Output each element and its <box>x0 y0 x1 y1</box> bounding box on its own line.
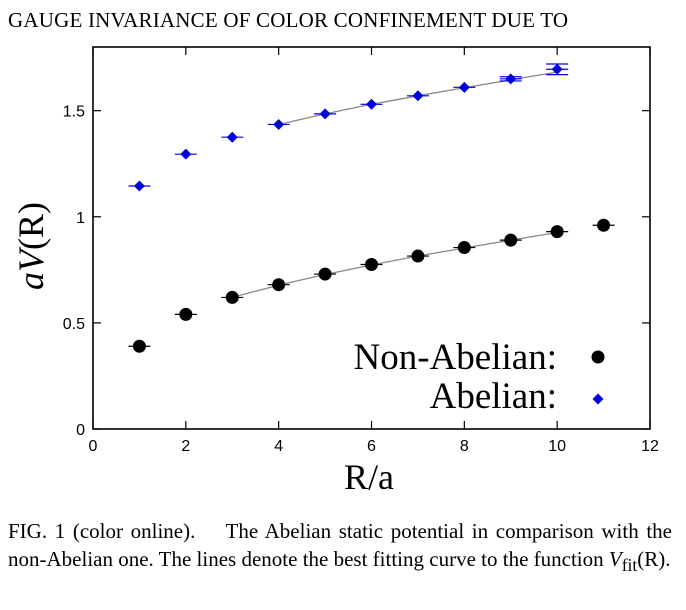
caption-function-arg: (R). <box>637 547 671 571</box>
non-abelian-marker <box>179 307 193 321</box>
plot-axes: 0 2 4 6 8 10 12 0 0.5 1 1.5 <box>63 46 659 455</box>
non-abelian-marker <box>225 290 239 304</box>
y-axis-label-rest: (R) <box>11 202 51 250</box>
data-marks <box>128 63 615 353</box>
legend: Non-Abelian: Abelian: <box>354 337 605 417</box>
fit-curve-non-abelian <box>232 231 558 299</box>
abelian-marker <box>551 63 563 75</box>
y-tick-label-2: 1 <box>76 210 85 227</box>
y-tick-label-0: 0 <box>76 422 85 439</box>
abelian-point <box>267 118 290 130</box>
x-tick-label-3: 6 <box>367 438 376 455</box>
non-abelian-point <box>314 267 337 281</box>
abelian-point <box>546 63 569 76</box>
figure-caption: FIG. 1 (color online). The Abelian stati… <box>8 517 672 579</box>
caption-function-sub: fit <box>621 555 638 576</box>
non-abelian-point <box>546 225 569 239</box>
abelian-point <box>499 73 522 85</box>
abelian-marker <box>180 148 192 160</box>
non-abelian-point <box>128 339 151 353</box>
non-abelian-point <box>267 278 290 292</box>
abelian-point <box>360 98 383 110</box>
non-abelian-marker <box>597 218 611 232</box>
non-abelian-marker <box>365 258 378 272</box>
abelian-point <box>128 180 151 192</box>
abelian-marker <box>133 180 145 192</box>
non-abelian-point <box>360 258 383 272</box>
abelian-point <box>174 148 197 160</box>
x-tick-label-6: 12 <box>641 438 659 455</box>
y-axis-label-italic: aV <box>11 246 51 290</box>
abelian-marker <box>458 81 470 93</box>
x-tick-label-1: 2 <box>181 438 190 455</box>
caption-function: V <box>608 547 622 571</box>
fit-curves <box>232 71 558 299</box>
y-tick-label-3: 1.5 <box>63 104 85 121</box>
caption-prefix: FIG. 1 (color online). <box>8 519 196 543</box>
non-abelian-marker <box>132 339 146 353</box>
abelian-point <box>406 90 429 102</box>
x-tick-label-2: 4 <box>274 438 283 455</box>
caption-text: The Abelian static potential in comparis… <box>8 519 672 571</box>
y-axis-label: aV(R) <box>11 202 51 290</box>
non-abelian-marker <box>550 225 564 239</box>
non-abelian-point <box>592 218 615 232</box>
legend-label-non-abelian: Non-Abelian: <box>354 337 557 378</box>
x-tick-label-5: 10 <box>548 438 566 455</box>
x-axis-label: R/a <box>344 457 394 497</box>
x-tick-label-0: 0 <box>89 438 98 455</box>
non-abelian-point <box>221 290 244 304</box>
non-abelian-marker <box>318 267 332 281</box>
abelian-point <box>221 131 244 143</box>
legend-marker-non-abelian <box>591 350 605 364</box>
abelian-marker <box>366 98 377 110</box>
legend-marker-abelian <box>592 393 604 405</box>
non-abelian-point <box>453 241 476 255</box>
abelian-marker <box>226 131 238 143</box>
non-abelian-point <box>406 249 429 263</box>
abelian-point <box>453 81 476 93</box>
non-abelian-point <box>174 307 197 321</box>
non-abelian-point <box>499 233 522 247</box>
x-tick-label-4: 8 <box>460 438 469 455</box>
non-abelian-marker <box>272 278 286 292</box>
non-abelian-marker <box>457 241 471 255</box>
running-head: GAUGE INVARIANCE OF COLOR CONFINEMENT DU… <box>8 8 569 32</box>
non-abelian-marker <box>411 249 425 263</box>
legend-label-abelian: Abelian: <box>430 376 557 417</box>
abelian-marker <box>273 118 285 130</box>
abelian-point <box>314 108 337 120</box>
y-tick-label-1: 0.5 <box>63 316 85 333</box>
abelian-marker <box>319 108 331 120</box>
abelian-marker <box>505 73 517 85</box>
non-abelian-marker <box>504 233 518 247</box>
abelian-marker <box>412 90 424 102</box>
